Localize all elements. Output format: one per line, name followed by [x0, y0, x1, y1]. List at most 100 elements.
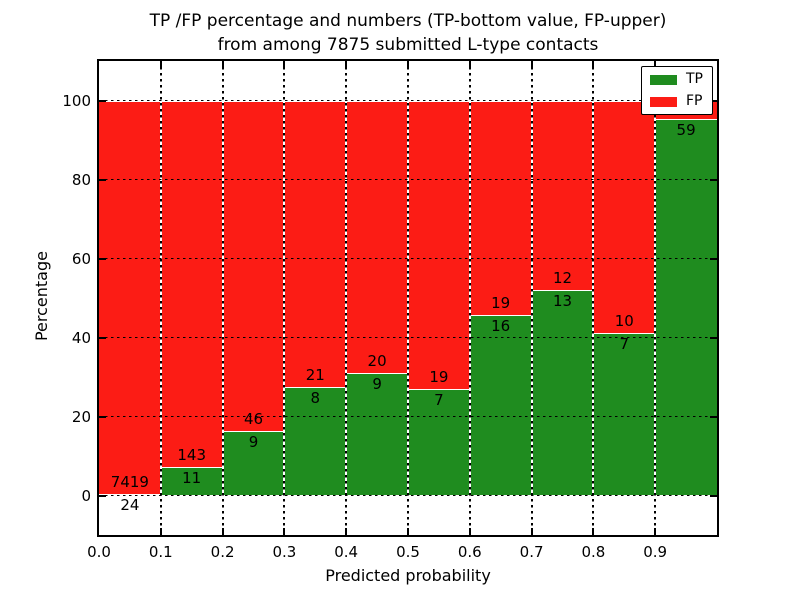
x-gridline — [592, 61, 595, 535]
y-tick-right — [710, 415, 717, 418]
bar-label-fp: 19 — [491, 293, 511, 312]
y-tick — [99, 494, 106, 497]
y-gridline — [99, 336, 717, 338]
x-gridline — [159, 61, 162, 535]
bar-label-tp: 8 — [310, 388, 321, 407]
y-tick-label: 20 — [71, 407, 91, 426]
legend-item-tp: TP — [650, 72, 703, 87]
bar-segment-fp — [593, 100, 656, 333]
x-tick-top — [407, 61, 409, 68]
y-gridline — [99, 415, 717, 417]
x-gridline — [654, 61, 657, 535]
x-tick-top — [654, 61, 657, 68]
chart-title-line2: from among 7875 submitted L-type contact… — [217, 35, 599, 55]
bar-label-fp: 7419 — [110, 473, 149, 492]
bar-label-fp: 19 — [429, 368, 449, 387]
x-tick — [221, 528, 224, 535]
bar-label-tp: 16 — [491, 316, 511, 335]
y-tick-right — [710, 178, 717, 181]
x-tick-top — [468, 61, 471, 68]
bar-label-tp: 13 — [552, 292, 573, 311]
bar-segment-fp — [346, 100, 408, 373]
legend-label-fp: FP — [686, 93, 703, 109]
bar-label-fp: 20 — [367, 351, 387, 370]
chart-title-line1: TP /FP percentage and numbers (TP-bottom… — [149, 11, 667, 31]
bar-label-fp: 21 — [305, 365, 325, 384]
bar-segment-fp — [160, 100, 223, 468]
bar-segment-fp — [531, 100, 594, 291]
legend: TP FP — [641, 66, 713, 115]
y-tick-label: 80 — [71, 170, 91, 189]
bar-segment-tp — [346, 372, 408, 496]
y-tick-right — [710, 336, 717, 339]
bar-label-tp: 9 — [248, 432, 259, 451]
x-tick — [530, 528, 533, 535]
bar-segment-tp — [408, 389, 470, 496]
bar-label-tp: 24 — [120, 496, 140, 515]
x-gridline — [345, 61, 348, 535]
x-tick — [654, 528, 657, 535]
x-tick-top — [345, 61, 348, 68]
bar-label-fp: 143 — [177, 446, 207, 465]
x-tick-label: 0.0 — [87, 543, 111, 561]
bar-label-tp: 11 — [182, 469, 202, 488]
x-gridline — [221, 61, 224, 535]
bar-segment-tp — [160, 467, 223, 496]
x-tick-top — [221, 61, 224, 68]
bar-label-tp: 9 — [372, 374, 382, 393]
bar-segment-fp — [469, 100, 532, 315]
x-tick-label: 0.3 — [272, 543, 297, 561]
y-tick-label: 0 — [81, 486, 91, 505]
bar-segment-tp — [284, 386, 347, 496]
x-tick-label: 0.9 — [643, 543, 668, 561]
x-tick-top — [530, 61, 533, 68]
y-tick-right — [710, 99, 717, 102]
y-tick-label: 100 — [62, 91, 91, 110]
y-tick-label: 40 — [71, 328, 91, 347]
x-axis-label: Predicted probability — [325, 566, 491, 585]
bar-label-fp: 10 — [614, 311, 634, 330]
x-tick — [407, 528, 409, 535]
legend-item-fp: FP — [650, 94, 703, 109]
x-tick-top — [159, 61, 162, 68]
x-tick-label: 0.7 — [519, 543, 544, 561]
x-tick-label: 0.5 — [396, 543, 420, 561]
bar-label-tp: 7 — [619, 334, 630, 353]
y-gridline — [99, 494, 717, 496]
bar-label-tp: 59 — [676, 121, 696, 140]
bar-segment-tp — [222, 430, 285, 496]
x-tick-top — [592, 61, 595, 68]
bar-segment-tp — [531, 290, 594, 496]
y-gridline — [99, 178, 717, 180]
x-tick-label: 0.8 — [581, 543, 606, 561]
bar-segment-fp — [99, 100, 161, 495]
bar-label-fp: 12 — [552, 269, 573, 288]
bar-segment-fp — [284, 100, 347, 387]
x-tick-label: 0.4 — [334, 543, 359, 561]
y-tick — [99, 257, 106, 260]
bar-segment-tp — [655, 119, 717, 496]
y-tick — [99, 415, 106, 418]
bar-label-tp: 7 — [434, 391, 444, 410]
x-tick — [159, 528, 162, 535]
x-tick-top — [283, 61, 286, 68]
x-tick-label: 0.2 — [210, 543, 235, 561]
x-gridline — [468, 61, 471, 535]
legend-swatch-fp-icon — [650, 96, 677, 107]
bar-segment-tp — [469, 314, 532, 496]
y-tick — [99, 178, 106, 181]
x-gridline — [407, 61, 409, 535]
bar-segment-tp — [593, 332, 656, 496]
x-tick-label: 0.6 — [457, 543, 482, 561]
y-tick-label: 60 — [71, 249, 91, 268]
bar-segment-fp — [408, 100, 470, 390]
y-gridline — [99, 99, 717, 101]
x-tick — [468, 528, 471, 535]
x-gridline — [530, 61, 533, 535]
bar-label-fp: 46 — [243, 409, 264, 428]
y-tick-right — [710, 257, 717, 260]
bar-segment-fp — [222, 100, 285, 431]
legend-label-tp: TP — [686, 71, 703, 87]
x-tick — [345, 528, 348, 535]
